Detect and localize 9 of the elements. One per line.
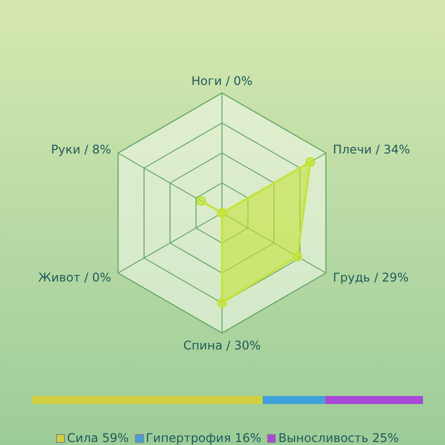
spoke-label: Грудь / 29% xyxy=(332,270,409,284)
text: Сила 59% xyxy=(66,431,129,445)
spoke-label: Плечи / 34% xyxy=(332,142,410,156)
spoke-label: Спина / 30% xyxy=(183,338,261,353)
spoke-label: Ноги / 0% xyxy=(191,74,253,88)
legend-label: Гипертрофия 16% xyxy=(144,431,262,445)
spoke-label: Живот / 0% xyxy=(38,270,112,284)
legend-label: Выносливость 25% xyxy=(277,431,399,445)
spoke-label: Руки / 8% xyxy=(51,142,112,156)
